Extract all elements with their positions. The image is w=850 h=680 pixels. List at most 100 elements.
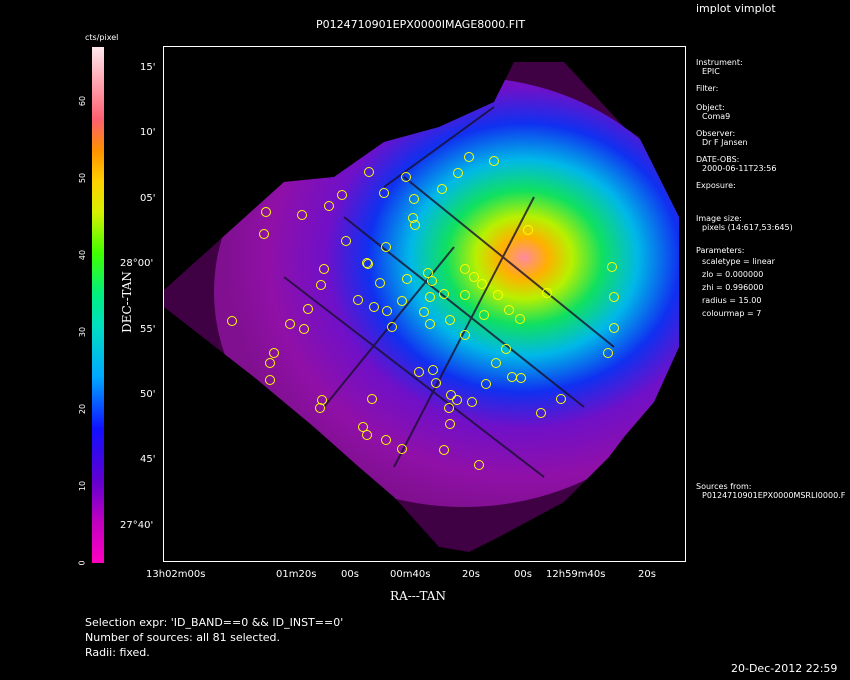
sources-label: Sources from: [696,482,752,491]
y-tick: 55' [140,324,156,335]
source-region-circle[interactable] [464,152,474,162]
source-region-circle[interactable] [439,289,449,299]
source-region-circle[interactable] [469,272,479,282]
image-frame[interactable] [163,46,686,562]
source-region-circle[interactable] [353,295,363,305]
source-region-circle[interactable] [401,172,411,182]
source-region-circle[interactable] [316,280,326,290]
source-region-circle[interactable] [428,365,438,375]
source-region-circle[interactable] [363,259,373,269]
source-region-circle[interactable] [491,358,501,368]
source-region-circle[interactable] [397,444,407,454]
x-tick: 00m40s [390,569,431,580]
source-region-circle[interactable] [358,422,368,432]
colorbar-label: cts/pixel [85,33,119,42]
source-region-circle[interactable] [445,315,455,325]
source-region-circle[interactable] [381,435,391,445]
object-label: Object: [696,103,725,112]
source-region-circle[interactable] [319,264,329,274]
source-region-circle[interactable] [423,268,433,278]
source-region-circle[interactable] [603,348,613,358]
source-region-circle[interactable] [425,319,435,329]
source-region-circle[interactable] [501,344,511,354]
source-region-circle[interactable] [379,188,389,198]
colorbar-tick: 10 [78,480,88,492]
source-region-circle[interactable] [493,290,503,300]
source-region-circle[interactable] [397,296,407,306]
source-region-circle[interactable] [375,278,385,288]
object-value: Coma9 [702,112,731,121]
source-region-circle[interactable] [285,319,295,329]
x-tick: 20s [462,569,480,580]
source-region-circle[interactable] [460,290,470,300]
source-region-circle[interactable] [261,207,271,217]
date-value: 2000-06-11T23:56 [702,164,777,173]
source-region-circle[interactable] [431,378,441,388]
source-region-circle[interactable] [460,330,470,340]
source-region-circle[interactable] [269,348,279,358]
source-region-circle[interactable] [410,220,420,230]
source-region-circle[interactable] [427,276,437,286]
source-region-circle[interactable] [556,394,566,404]
sources-value: P0124710901EPX0000MSRLI0000.F [702,491,846,500]
source-region-circle[interactable] [402,274,412,284]
source-region-circle[interactable] [259,229,269,239]
x-tick: 00s [514,569,532,580]
source-region-circle[interactable] [364,167,374,177]
source-region-circle[interactable] [362,430,372,440]
source-region-circle[interactable] [523,225,533,235]
source-region-circle[interactable] [265,375,275,385]
source-region-circle[interactable] [489,156,499,166]
source-region-circle[interactable] [382,306,392,316]
source-region-circle[interactable] [542,288,552,298]
source-region-circle[interactable] [515,314,525,324]
source-region-circle[interactable] [265,358,275,368]
y-tick: 28°00' [120,258,154,269]
source-region-circle[interactable] [367,394,377,404]
source-region-circle[interactable] [474,460,484,470]
source-region-circle[interactable] [408,213,418,223]
source-region-circle[interactable] [315,403,325,413]
source-region-circle[interactable] [439,445,449,455]
source-region-circle[interactable] [303,304,313,314]
source-region-circle[interactable] [477,279,487,289]
source-region-circle[interactable] [452,395,462,405]
y-tick: 27°40' [120,520,154,531]
source-region-circle[interactable] [317,395,327,405]
source-region-circle[interactable] [445,419,455,429]
source-regions [227,152,619,470]
source-region-circle[interactable] [467,397,477,407]
source-region-circle[interactable] [387,322,397,332]
source-region-circle[interactable] [409,194,419,204]
source-region-circle[interactable] [507,372,517,382]
source-region-circle[interactable] [504,305,514,315]
colorbar-tick: 50 [78,172,88,184]
source-region-circle[interactable] [479,310,489,320]
source-region-circle[interactable] [414,367,424,377]
source-region-circle[interactable] [381,242,391,252]
source-region-circle[interactable] [516,373,526,383]
source-region-circle[interactable] [299,324,309,334]
source-region-circle[interactable] [362,258,372,268]
footer: Selection expr: 'ID_BAND==0 && ID_INST==… [85,615,343,660]
source-region-circle[interactable] [297,210,307,220]
source-region-circle[interactable] [446,390,456,400]
source-region-circle[interactable] [607,262,617,272]
source-region-circle[interactable] [609,323,619,333]
y-tick: 45' [140,454,156,465]
source-region-circle[interactable] [369,302,379,312]
source-region-circle[interactable] [481,379,491,389]
source-region-circle[interactable] [453,168,463,178]
source-region-circle[interactable] [341,236,351,246]
source-region-circle[interactable] [425,292,435,302]
source-region-circle[interactable] [227,316,237,326]
source-region-circle[interactable] [324,201,334,211]
source-region-circle[interactable] [444,403,454,413]
source-region-circle[interactable] [437,184,447,194]
source-region-circle[interactable] [609,292,619,302]
info-panel: Instrument: EPIC Filter: Object: Coma9 O… [696,58,846,508]
source-region-circle[interactable] [337,190,347,200]
source-region-circle[interactable] [460,264,470,274]
source-region-circle[interactable] [536,408,546,418]
source-region-circle[interactable] [419,307,429,317]
